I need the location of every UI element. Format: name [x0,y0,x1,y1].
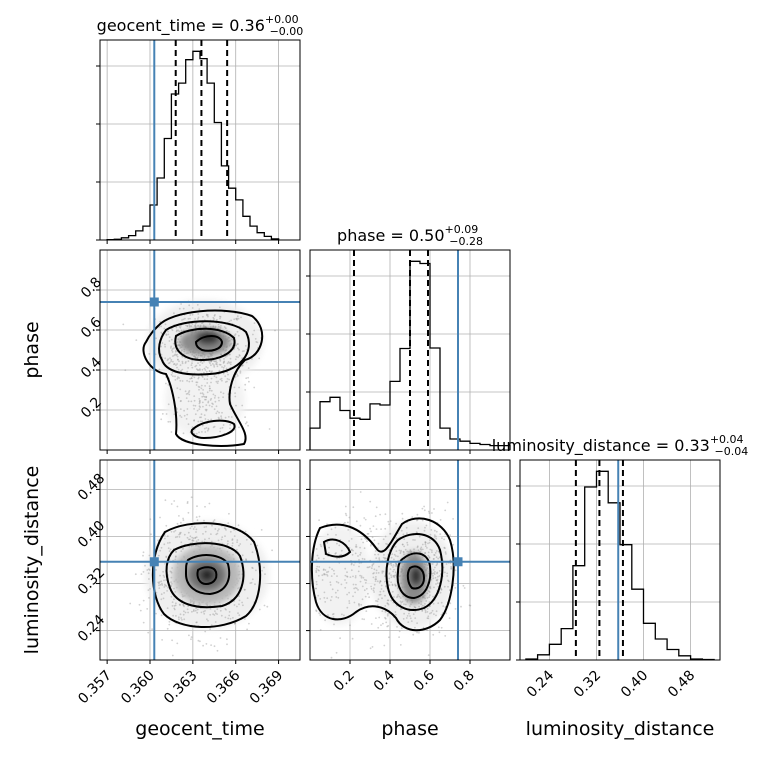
y-tick-label: 0.2 [78,394,105,421]
x-tick-label: 0.4 [371,667,398,694]
y-tick-label: 0.48 [75,471,108,504]
title-luminosity-distance: luminosity_distance = 0.33+0.04 −0.04 [492,433,749,458]
y-tick-label: 0.8 [78,274,105,301]
x-tick-label: 0.363 [161,668,201,708]
x-tick-label: 0.360 [118,668,158,708]
contour-mid [165,542,245,609]
panel-phase-vs-geocent-time [96,249,301,454]
x-tick-label: 0.357 [75,668,115,708]
contour-core [406,565,426,590]
histogram-luminosity-distance [525,470,715,661]
title-phase: phase = 0.50+0.09 −0.28 [337,223,483,248]
contour-mid [322,538,352,558]
y-tick-label: 0.32 [75,565,108,598]
x-tick-label: 0.48 [665,668,698,701]
density-cells [400,552,428,604]
y-tick-label: 0.24 [75,612,108,645]
x-tick-label: 0.32 [571,668,604,701]
scatter-points [315,491,472,659]
contour-outer [310,517,455,632]
xlabel-luminosity-distance: luminosity_distance [526,718,715,740]
x-tick-label: 0.2 [331,668,358,695]
panel-hist-phase: phase = 0.50+0.09 −0.28 [306,223,511,454]
ylabel-phase: phase [21,321,43,378]
panel-hist-geocent-time: geocent_time = 0.36+0.00 −0.00 [96,13,303,244]
contour-inner [174,327,236,362]
panel-hist-luminosity-distance: luminosity_distance = 0.33+0.04 −0.04 [492,433,749,661]
x-tick-label: 0.24 [524,667,557,700]
x-tick-label: 0.369 [247,668,287,708]
x-tick-label: 0.40 [618,668,651,701]
truth-point [149,557,159,567]
x-tick-label: 0.366 [204,667,244,707]
xlabel-phase: phase [381,718,438,740]
x-tick-label: 0.8 [451,668,478,695]
y-tick-label: 0.4 [78,354,105,381]
panel-distance-vs-geocent-time [96,459,301,664]
histogram-geocent-time [106,50,280,241]
truth-point [149,297,159,307]
truth-point [453,557,463,567]
ylabel-luminosity-distance: luminosity_distance [21,466,43,655]
x-tick-label: 0.6 [411,667,438,694]
contour-tail [190,419,236,440]
contour-outer [142,309,264,447]
contour-core [194,335,224,352]
density-cells [173,545,241,605]
xlabel-geocent-time: geocent_time [135,718,264,740]
y-tick-label: 0.6 [78,314,105,341]
contour-mid [158,320,250,376]
contour-core [196,566,218,586]
title-geocent-time: geocent_time = 0.36+0.00 −0.00 [97,13,304,38]
histogram-phase [309,260,511,450]
y-tick-label: 0.40 [75,518,108,551]
contour-inner [184,554,231,596]
scatter-cloud [310,521,454,629]
panel-distance-vs-phase [306,459,511,664]
contour-mid-right [385,533,444,611]
contour-inner [396,552,432,600]
